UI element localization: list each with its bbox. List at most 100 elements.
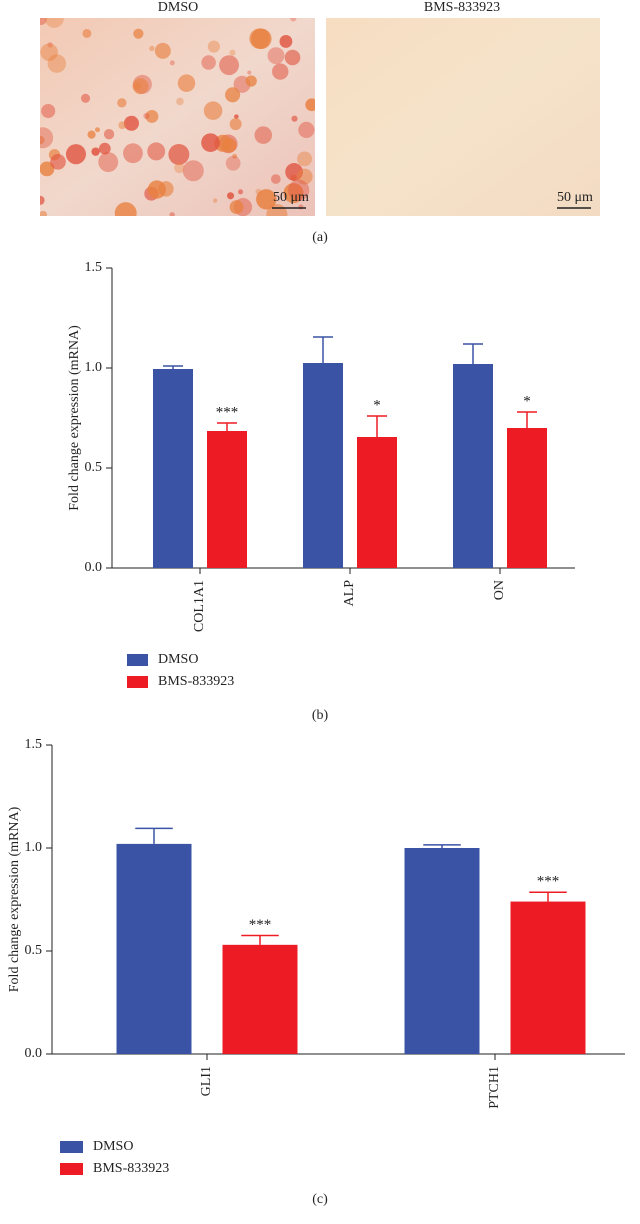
bar [510,901,586,1054]
stain-spot [298,204,304,210]
stain-spot [270,174,281,184]
stain-spot [133,82,142,91]
legend-swatch [60,1163,83,1175]
stain-spot [234,114,239,119]
stain-spot [40,161,55,177]
stain-spot [212,198,218,203]
stain-spot [87,130,96,139]
stain-spot [103,129,115,140]
x-tick-label: GLI1 [199,1066,214,1096]
stain-spot [40,127,54,149]
stain-spot [154,42,171,59]
scale-bar-label: 50 μm [273,190,309,205]
stain-spot [143,112,150,119]
stain-spot [94,127,100,133]
stain-spot [91,147,100,156]
error-bar [463,343,483,364]
stain-spot [298,121,315,139]
stain-spot [247,70,252,75]
stain-spot [284,49,301,66]
stain-spot [168,143,190,165]
stain-spot [225,155,241,171]
stain-spots [40,18,315,216]
error-bar [163,365,183,369]
stain-spot [291,115,298,122]
stain-spot [40,210,48,216]
stain-spot [297,151,312,167]
stain-spot [203,101,223,120]
error-bar [217,422,237,431]
y-tick-label: 1.0 [25,840,43,855]
stain-spot [305,98,315,112]
stain-spot [226,192,235,200]
stain-spot [40,136,45,145]
stain-spot [40,18,47,25]
stain-spot [238,189,244,195]
stain-spot [40,195,45,205]
image-label: BMS-833923 [424,0,500,15]
y-tick-label: 0.0 [25,1046,43,1061]
significance: *** [537,874,560,890]
error-bar [517,411,537,428]
stain-spot [182,160,204,182]
stain-spot [267,47,285,65]
stain-spot [256,189,277,210]
caption: (b) [312,708,329,723]
stain-spot [283,183,304,204]
stain-spot [50,154,66,170]
stain-spot [279,35,293,48]
stain-spot [147,180,166,199]
stain-spot [169,212,175,216]
stain-spot [145,109,159,123]
error-bar [423,844,461,848]
stain-spot [98,142,111,155]
scale-bar-label: 50 μm [557,190,593,205]
stain-spot [47,54,67,73]
legend-label: BMS-833923 [93,1161,169,1176]
stain-spot [65,144,86,165]
bar [222,944,298,1054]
stain-spot [207,40,221,53]
significance: *** [249,917,272,933]
micrograph [326,18,600,216]
y-tick-label: 1.5 [85,260,103,275]
error-bar [529,891,567,902]
y-tick-label: 1.0 [85,360,103,375]
stain-spot [80,93,91,103]
y-axis-title: Fold change expression (mRNA) [7,806,22,992]
stain-spot [251,28,272,49]
y-tick-label: 0.5 [85,460,103,475]
image-label: DMSO [158,0,198,15]
stain-spot [174,162,185,174]
stain-spot [123,115,139,131]
bar [303,363,343,568]
stain-spot [133,28,144,39]
x-tick-label: PTCH1 [487,1066,502,1109]
stain-spot [177,74,196,92]
x-tick-label: ALP [342,580,357,607]
bar [404,848,480,1054]
stain-spot [123,143,143,164]
stain-spot [147,142,166,161]
stain-spot [229,118,242,131]
bar [453,364,493,568]
error-bar [367,415,387,437]
stain-spot [44,18,64,28]
y-axis-title: Fold change expression (mRNA) [67,325,82,511]
stain-spot [149,45,155,52]
stain-spot [98,152,119,173]
stain-spot [201,133,220,152]
error-bar [241,934,279,945]
stain-spot [201,55,216,70]
stain-spot [272,63,289,80]
micrograph [40,18,315,216]
stain-spot [117,98,127,108]
stain-spot [132,78,149,95]
stain-spot [114,202,137,216]
stain-spot [232,153,238,159]
stain-spot [118,121,127,130]
legend-swatch [127,676,148,688]
bar [207,431,247,568]
legend-label: BMS-833923 [158,674,234,689]
